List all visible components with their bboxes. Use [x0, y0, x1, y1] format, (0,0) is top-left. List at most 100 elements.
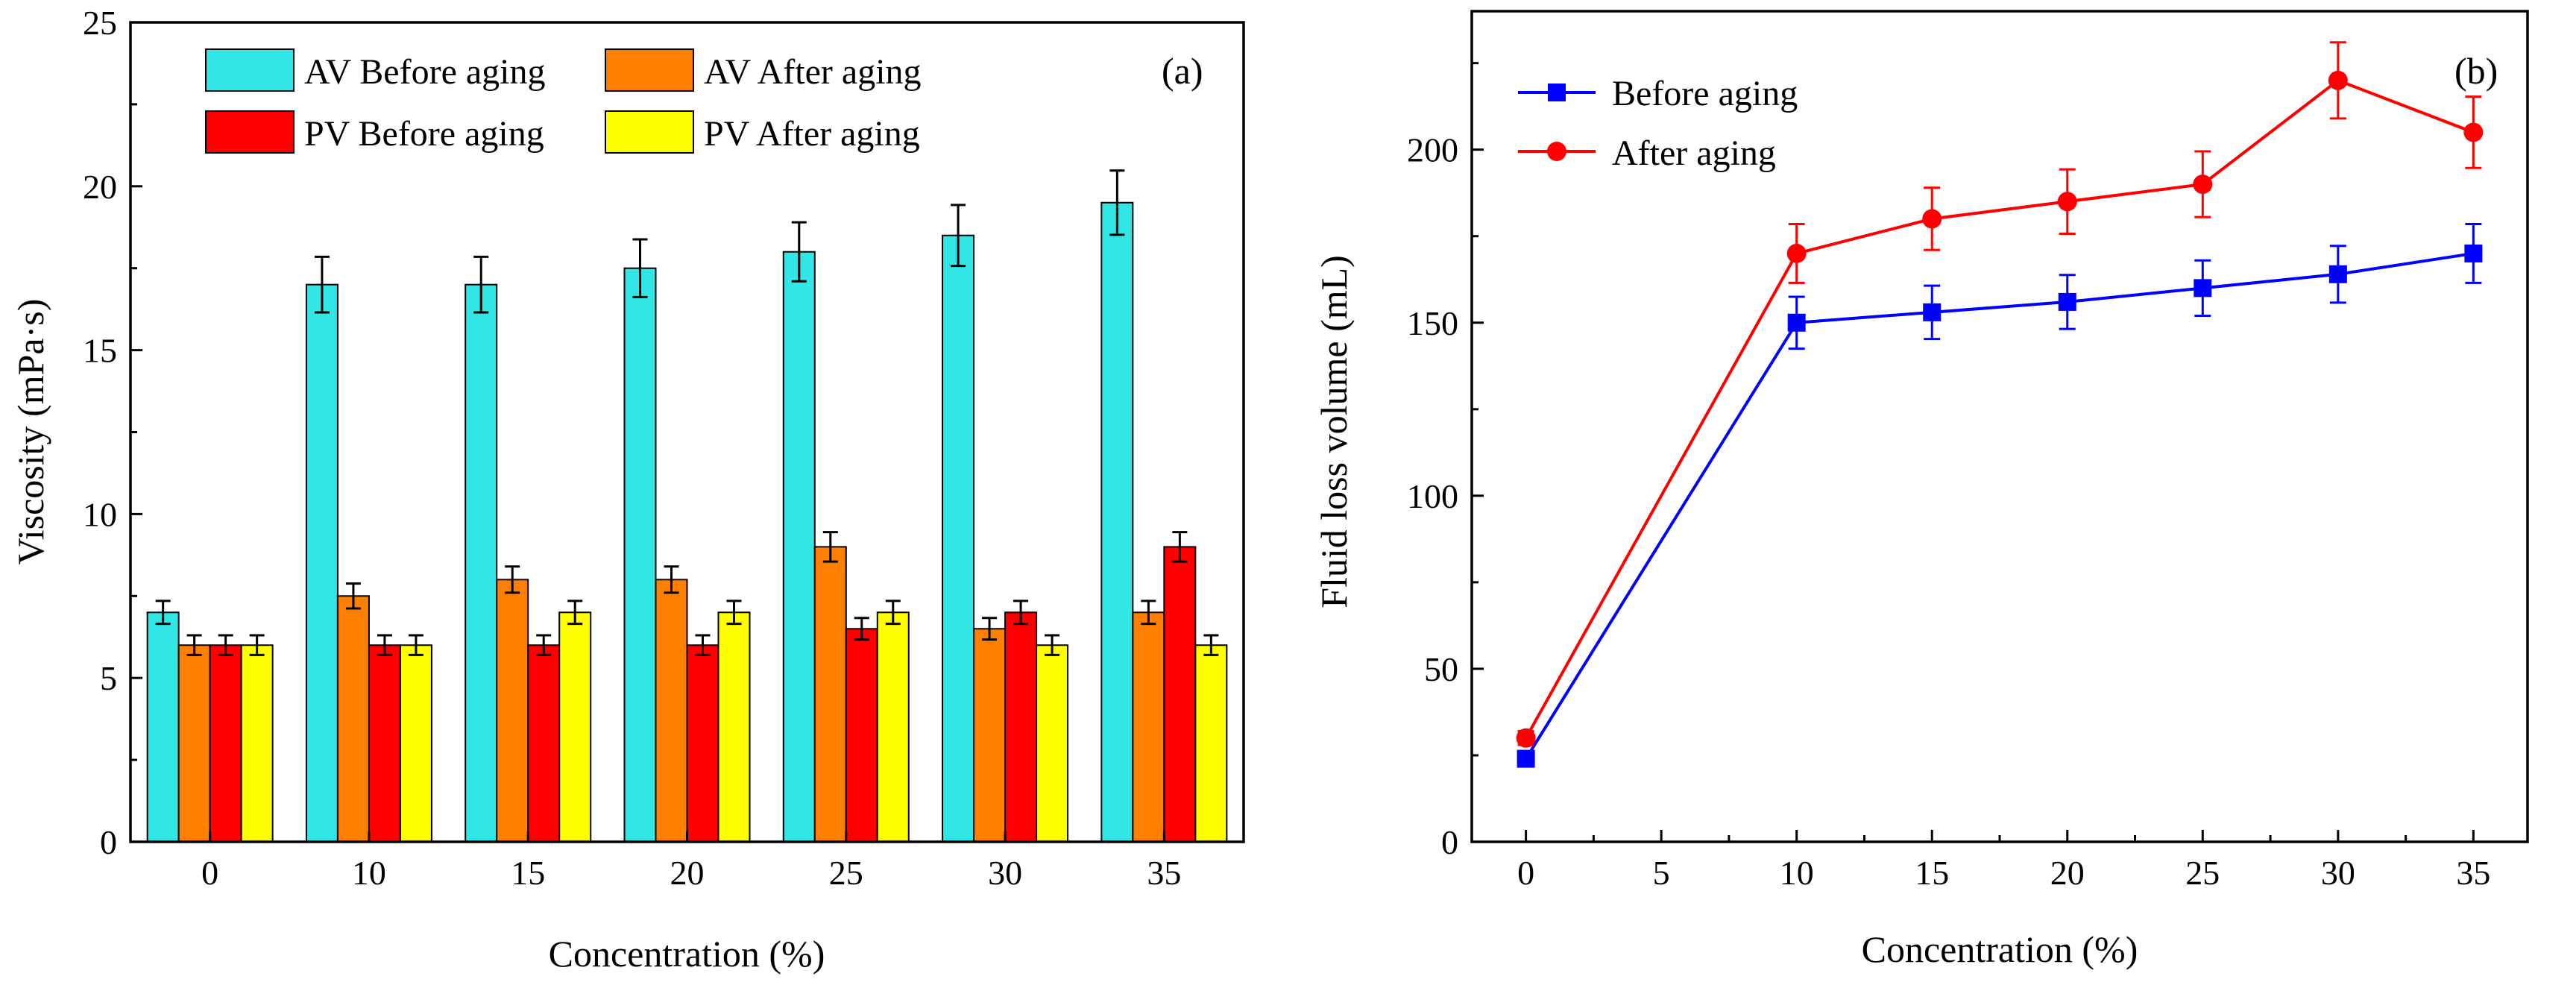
x-tick-label: 35	[2456, 854, 2490, 892]
bar-av-after-aging-20	[655, 579, 688, 843]
error-bar-av-before-aging-20	[632, 238, 648, 298]
panel-b-ticks: 0 5 10 15 20 25 30 35 0 50 100 150 200	[1407, 62, 2490, 892]
x-tick-label: 0	[1517, 854, 1534, 892]
line-after-aging	[1524, 78, 2475, 739]
legend-label-before-aging: Before aging	[1612, 74, 1798, 113]
error-bar-pv-before-aging-20	[695, 634, 711, 656]
error-bar-av-before-aging-35	[1109, 169, 1125, 236]
bar-pv-before-aging-10	[368, 644, 401, 843]
y-tick-label: 0	[1441, 823, 1458, 861]
panel-a-legend: AV Before aging AV After aging PV Before…	[205, 48, 922, 154]
y-tick-label: 0	[100, 823, 117, 861]
y-tick-label: 5	[100, 659, 117, 697]
bar-pv-after-aging-15	[558, 611, 592, 843]
bar-av-after-aging-10	[336, 595, 370, 843]
y-tick-label: 200	[1407, 131, 1458, 169]
error-bar-pv-after-aging-15	[567, 600, 583, 626]
y-tick-label: 15	[83, 332, 117, 370]
x-tick-label: 25	[2185, 854, 2220, 892]
panel-b-frame	[1470, 10, 2529, 843]
error-bar-pv-before-aging-25	[854, 617, 869, 641]
point-before-aging-25	[2194, 279, 2212, 298]
point-after-aging-0	[1516, 728, 1536, 748]
error-bar-pv-before-aging-15	[536, 634, 552, 656]
error-bar-pv-after-aging-0	[249, 634, 265, 656]
legend-swatch-av-before-aging	[205, 48, 295, 92]
legend-label-after-aging: After aging	[1612, 133, 1776, 173]
bar-av-before-aging-30	[942, 234, 975, 843]
error-bar-av-before-aging-30	[951, 204, 966, 268]
bar-av-after-aging-25	[813, 546, 847, 843]
panel-a-error-bars	[155, 169, 1219, 656]
x-tick-label: 5	[1653, 854, 1670, 892]
x-tick-label: 15	[511, 854, 545, 892]
panel-a-bars	[146, 201, 1228, 843]
x-tick-label: 30	[988, 854, 1022, 892]
bar-av-after-aging-35	[1132, 611, 1165, 843]
error-bar-av-after-aging-35	[1141, 600, 1156, 626]
error-bar-av-after-aging-0	[186, 634, 202, 656]
error-bar-av-after-aging-20	[664, 565, 679, 594]
bar-pv-after-aging-20	[717, 611, 751, 843]
bar-pv-after-aging-25	[876, 611, 910, 843]
x-tick-label: 20	[670, 854, 705, 892]
point-before-aging-35	[2464, 244, 2483, 262]
error-bar-av-before-aging-0	[155, 600, 171, 626]
y-tick-label: 100	[1407, 477, 1458, 515]
legend-swatch-pv-before-aging	[205, 110, 295, 154]
panel-b-fluid-loss-line-chart: 0 5 10 15 20 25 30 35 0 50 100 150 200 Fluid loss vo…	[1313, 10, 2529, 970]
point-before-aging-15	[1923, 303, 1942, 321]
x-tick-label: 15	[1915, 854, 1949, 892]
y-tick-label: 20	[83, 168, 117, 206]
y-tick-label: 150	[1407, 304, 1458, 342]
error-bar-pv-before-aging-10	[377, 634, 392, 656]
bar-pv-before-aging-30	[1004, 611, 1038, 843]
panel-a-frame	[129, 21, 1245, 843]
y-tick-label: 10	[83, 495, 117, 533]
x-tick-label: 0	[201, 854, 218, 892]
bar-pv-after-aging-10	[399, 644, 432, 843]
point-after-aging-35	[2463, 122, 2484, 142]
x-tick-label: 20	[2050, 854, 2085, 892]
point-after-aging-15	[1922, 209, 1942, 229]
panel-b-x-axis-title: Concentration (%)	[1862, 928, 2138, 970]
error-bar-av-before-aging-15	[473, 255, 489, 314]
bar-pv-before-aging-0	[209, 644, 242, 843]
x-tick-label: 10	[1780, 854, 1814, 892]
bar-av-before-aging-10	[305, 283, 338, 843]
y-tick-label: 25	[83, 4, 117, 42]
error-bar-pv-after-aging-10	[408, 634, 423, 656]
bar-av-before-aging-15	[465, 283, 498, 843]
legend-swatch-pv-after-aging	[605, 110, 694, 154]
legend-label-av-after-aging: AV After aging	[704, 52, 922, 92]
panel-b-label: (b)	[2454, 50, 2498, 92]
x-tick-label: 10	[352, 854, 386, 892]
bar-pv-before-aging-35	[1163, 546, 1197, 843]
bar-pv-after-aging-35	[1194, 644, 1228, 843]
bar-av-before-aging-35	[1100, 201, 1134, 843]
legend-marker-square	[1548, 84, 1566, 101]
error-bar-av-before-aging-25	[791, 221, 807, 283]
point-after-aging-10	[1786, 243, 1807, 263]
point-after-aging-20	[2057, 192, 2077, 212]
bar-pv-before-aging-15	[527, 644, 561, 843]
panel-b-legend: Before aging After aging	[1518, 74, 1798, 173]
y-tick-label: 50	[1424, 650, 1458, 688]
error-bar-av-after-aging-10	[345, 582, 361, 610]
legend-label-pv-before-aging: PV Before aging	[304, 114, 544, 154]
error-bar-av-after-aging-15	[505, 565, 520, 594]
error-bar-pv-after-aging-35	[1203, 634, 1219, 656]
bar-pv-before-aging-20	[686, 644, 719, 843]
error-bar-av-before-aging-10	[314, 255, 330, 314]
error-bar-pv-before-aging-30	[1013, 600, 1029, 626]
panel-a-x-axis-title: Concentration (%)	[549, 933, 825, 975]
panel-a-y-axis-title: Viscosity (mPa·s)	[10, 299, 51, 565]
error-bar-av-after-aging-30	[982, 617, 998, 641]
error-bar-pv-before-aging-0	[218, 634, 233, 656]
bar-av-before-aging-20	[623, 267, 657, 843]
bar-av-after-aging-30	[973, 628, 1007, 843]
bar-av-before-aging-0	[146, 611, 180, 843]
line-before-aging	[1524, 251, 2474, 760]
legend-marker-circle	[1547, 142, 1566, 161]
